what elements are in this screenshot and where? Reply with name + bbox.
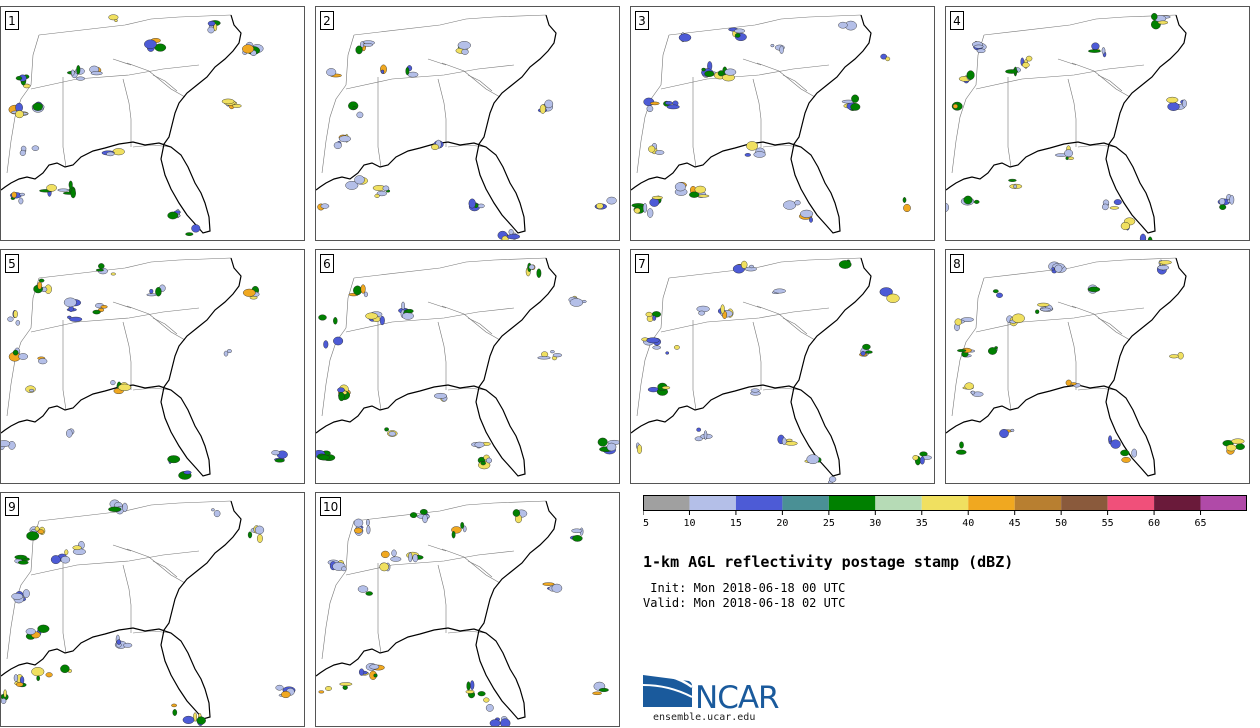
colorbar-tick-label: 30 bbox=[869, 518, 881, 529]
reflectivity-map bbox=[316, 14, 617, 240]
ensemble-member-map: 2 bbox=[315, 6, 620, 241]
member-number-label: 8 bbox=[950, 254, 964, 273]
reflectivity-map bbox=[1, 14, 264, 236]
ensemble-member-map: 1 bbox=[0, 6, 305, 241]
member-number-label: 7 bbox=[635, 254, 649, 273]
colorbar-segment bbox=[875, 495, 922, 511]
colorbar-tick-label: 15 bbox=[730, 518, 742, 529]
colorbar-tick-label: 40 bbox=[962, 518, 974, 529]
ensemble-member-map: 7 bbox=[630, 249, 935, 484]
reflectivity-map bbox=[316, 500, 609, 726]
ensemble-member-map: 9 bbox=[0, 492, 305, 727]
ensemble-member-map: 3 bbox=[630, 6, 935, 241]
valid-time: Valid: Mon 2018-06-18 02 UTC bbox=[643, 596, 846, 610]
reflectivity-map bbox=[1, 499, 296, 726]
colorbar-tick-label: 50 bbox=[1055, 518, 1067, 529]
member-number-label: 4 bbox=[950, 11, 964, 30]
reflectivity-map bbox=[631, 14, 911, 234]
colorbar-tick-label: 35 bbox=[916, 518, 928, 529]
reflectivity-map bbox=[631, 257, 932, 483]
colorbar-segment bbox=[1107, 495, 1155, 511]
ncar-logo-icon bbox=[643, 671, 693, 707]
member-number-label: 9 bbox=[5, 497, 19, 516]
reflectivity-map bbox=[1, 257, 288, 480]
ensemble-member-map: 4 bbox=[945, 6, 1250, 241]
colorbar-tick-label: 55 bbox=[1102, 518, 1114, 529]
colorbar-segment bbox=[643, 495, 690, 511]
init-time: Init: Mon 2018-06-18 00 UTC bbox=[643, 581, 846, 595]
member-number-label: 10 bbox=[320, 497, 342, 516]
colorbar-segment bbox=[828, 495, 876, 511]
website-text: ensemble.ucar.edu bbox=[653, 712, 756, 723]
colorbar-segment bbox=[968, 495, 1015, 511]
colorbar-tick-label: 5 bbox=[643, 518, 649, 529]
reflectivity-colorbar: 5 10 15 20 25 30 35 40 45 50 55 60 65 bbox=[643, 495, 1247, 529]
colorbar-tick-label: 10 bbox=[683, 518, 695, 529]
ensemble-member-map: 10 bbox=[315, 492, 620, 727]
colorbar-tick-label: 65 bbox=[1195, 518, 1207, 529]
colorbar-segment bbox=[735, 495, 783, 511]
reflectivity-map bbox=[946, 13, 1235, 240]
colorbar-tick-label: 20 bbox=[776, 518, 788, 529]
ensemble-member-map: 5 bbox=[0, 249, 305, 484]
member-number-label: 3 bbox=[635, 11, 649, 30]
ensemble-member-map: 8 bbox=[945, 249, 1250, 484]
colorbar-tick-label: 60 bbox=[1148, 518, 1160, 529]
colorbar-segment bbox=[1200, 495, 1247, 511]
ncar-wordmark: NCAR bbox=[695, 680, 780, 716]
colorbar-segment bbox=[1061, 495, 1108, 511]
figure-title: 1-km AGL reflectivity postage stamp (dBZ… bbox=[643, 553, 1014, 571]
colorbar-tick-label: 45 bbox=[1009, 518, 1021, 529]
member-number-label: 5 bbox=[5, 254, 19, 273]
colorbar-tick-label: 25 bbox=[823, 518, 835, 529]
colorbar-segment bbox=[1014, 495, 1062, 511]
reflectivity-map bbox=[316, 257, 619, 477]
member-number-label: 6 bbox=[320, 254, 334, 273]
colorbar-segment bbox=[689, 495, 736, 511]
colorbar-segment bbox=[782, 495, 829, 511]
reflectivity-map bbox=[946, 257, 1245, 477]
member-number-label: 1 bbox=[5, 11, 19, 30]
member-number-label: 2 bbox=[320, 11, 334, 30]
colorbar-segment bbox=[921, 495, 969, 511]
colorbar-segment bbox=[1154, 495, 1201, 511]
ensemble-member-map: 6 bbox=[315, 249, 620, 484]
